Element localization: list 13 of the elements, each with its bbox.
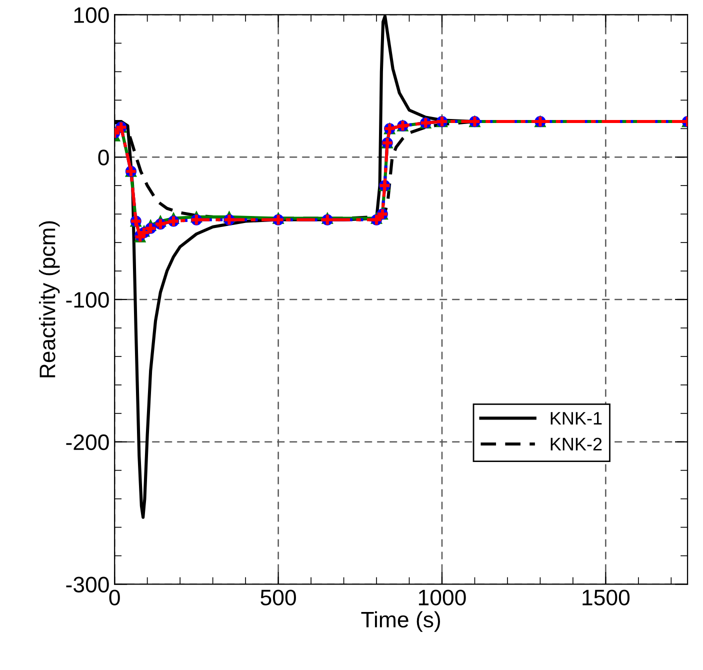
y-tick-label: 100 bbox=[74, 7, 109, 24]
x-axis-title: Time (s) bbox=[361, 611, 440, 632]
legend-label: KNK-2 bbox=[550, 438, 602, 450]
x-tick-label: 1500 bbox=[582, 590, 630, 606]
x-tick-label: 1000 bbox=[418, 590, 466, 606]
y-tick-label: -100 bbox=[66, 292, 109, 308]
x-tick-label: 500 bbox=[260, 590, 296, 606]
y-tick-label: -200 bbox=[66, 434, 109, 450]
x-tick-label: 0 bbox=[109, 590, 120, 606]
legend-label: KNK-1 bbox=[550, 412, 602, 424]
y-tick-label: 0 bbox=[98, 150, 109, 166]
y-tick-label: -300 bbox=[66, 576, 109, 593]
y-axis-title: Reactivity (pcm) bbox=[38, 221, 60, 378]
